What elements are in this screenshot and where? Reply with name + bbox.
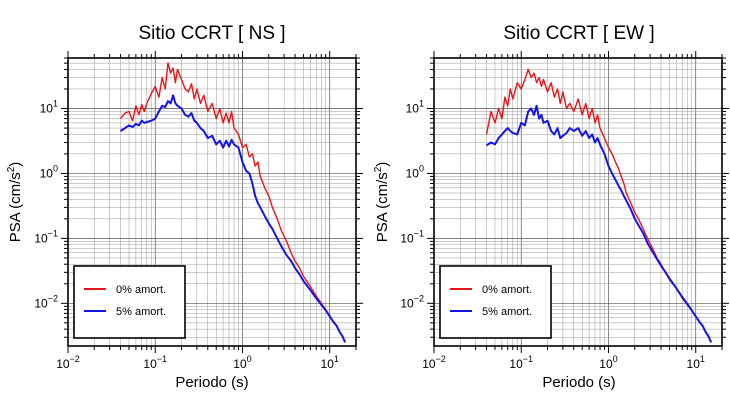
x-axis-label: Periodo (s) <box>542 374 615 391</box>
y-tick-label: 101 <box>40 99 58 116</box>
y-tick-label: 101 <box>406 99 424 116</box>
x-tick-label: 10−1 <box>143 354 167 371</box>
series-line-1 <box>119 94 347 343</box>
chart-title: Sitio CCRT [ NS ] <box>138 23 285 44</box>
y-axis-label: PSA (cm/s2) <box>6 162 24 243</box>
series-curves <box>119 62 347 343</box>
y-tick-label: 10−1 <box>34 228 58 245</box>
x-tick-label: 100 <box>233 354 251 371</box>
x-tick-label: 100 <box>599 354 617 371</box>
plot-frame <box>433 57 723 347</box>
plot-frame <box>67 57 357 347</box>
tick-marks <box>61 51 363 353</box>
x-tick-label: 10−1 <box>509 354 533 371</box>
legend: 0% amort. 5% amort. <box>439 265 552 339</box>
chart-panel-ns: Sitio CCRT [ NS ] 10−2 10−1 100 101 10−210−… <box>6 23 363 391</box>
chart-panel-ew: Sitio CCRT [ EW ] 10−2 10−1 100 101 10−210−… <box>373 23 729 391</box>
y-tick-labels: 10−2 10−1 100 101 <box>400 99 424 311</box>
legend: 0% amort. 5% amort. <box>73 265 186 339</box>
x-tick-labels: 10−2 10−1 100 101 <box>56 354 339 371</box>
series-curves <box>485 68 713 343</box>
x-tick-label: 10−2 <box>422 354 446 371</box>
x-tick-labels: 10−2 10−1 100 101 <box>422 354 705 371</box>
legend-label-0: 0% amort. <box>116 284 166 296</box>
legend-label-1: 5% amort. <box>116 306 166 318</box>
y-axis-label: PSA (cm/s2) <box>373 162 391 243</box>
tick-marks <box>427 51 729 353</box>
y-tick-label: 10−2 <box>34 293 58 310</box>
x-axis-label: Periodo (s) <box>175 374 248 391</box>
legend-box <box>439 265 552 339</box>
y-tick-label: 100 <box>40 163 58 180</box>
legend-label-1: 5% amort. <box>482 306 532 318</box>
y-tick-label: 10−1 <box>400 228 424 245</box>
x-tick-label: 101 <box>321 354 339 371</box>
legend-box <box>73 265 186 339</box>
x-tick-label: 101 <box>687 354 705 371</box>
y-tick-label: 100 <box>406 163 424 180</box>
series-line-0 <box>119 62 346 343</box>
x-tick-label: 10−2 <box>56 354 80 371</box>
series-line-1 <box>485 104 713 343</box>
y-tick-labels: 10−2 10−1 100 101 <box>34 99 58 311</box>
chart-title: Sitio CCRT [ EW ] <box>503 23 654 44</box>
legend-label-0: 0% amort. <box>482 284 532 296</box>
y-tick-label: 10−2 <box>400 293 424 310</box>
